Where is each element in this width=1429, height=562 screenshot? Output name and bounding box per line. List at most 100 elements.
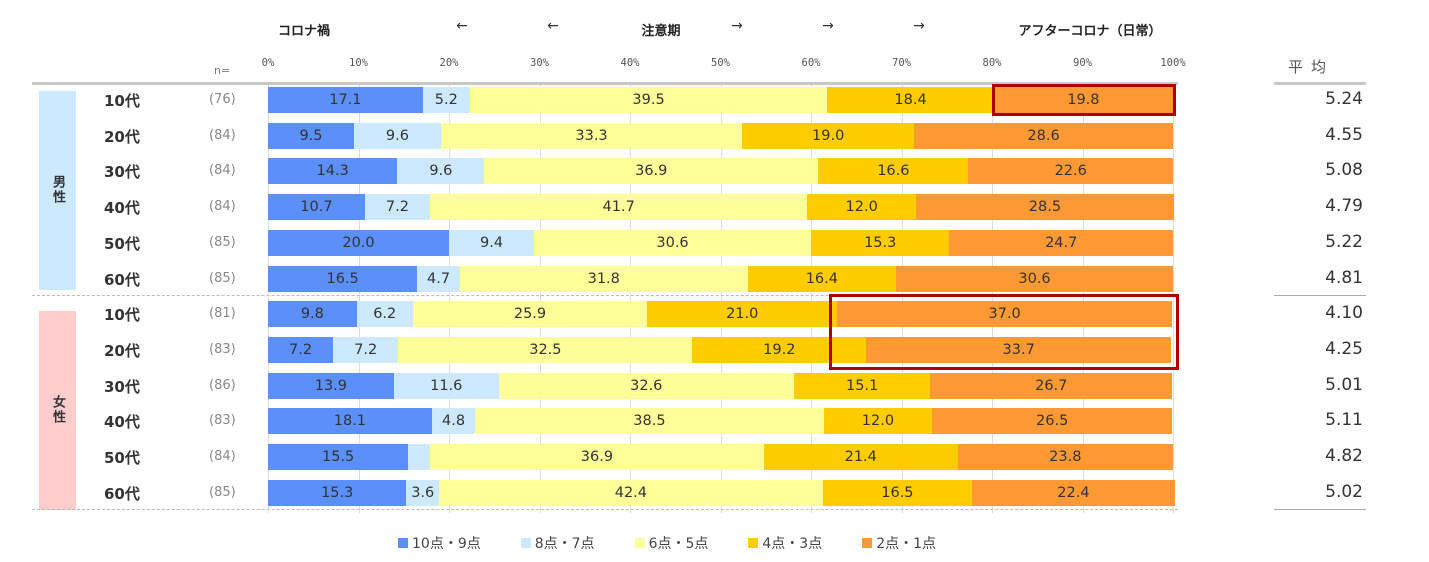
bar-segment: 9.6 <box>397 158 485 185</box>
legend-swatch <box>862 538 873 548</box>
legend-item: 10点・9点 <box>398 533 481 553</box>
data-label: 12.0 <box>845 199 878 216</box>
sample-size: (84) <box>209 449 236 464</box>
bar-segment: 19.0 <box>742 122 915 149</box>
data-label: 9.5 <box>299 127 323 144</box>
average-value: 5.24 <box>1325 89 1363 109</box>
phase-arrow: ← <box>456 18 468 34</box>
bar-segment: 18.1 <box>268 408 432 435</box>
data-label: 4.8 <box>441 413 466 430</box>
bar-segment: 6.2 <box>356 301 413 328</box>
data-label: 12.0 <box>861 413 895 430</box>
age-label: 10代 <box>104 306 140 325</box>
bar-segment: 36.9 <box>484 158 819 185</box>
bar-segment: 7.2 <box>268 336 334 363</box>
data-label: 19.0 <box>812 127 845 144</box>
data-label: 22.6 <box>1054 163 1087 180</box>
sample-size: (83) <box>209 413 236 429</box>
x-tick-label: 70% <box>892 57 911 69</box>
average-header-rule <box>1274 82 1366 85</box>
data-label: 26.5 <box>1036 413 1069 430</box>
bar-segment: 26.5 <box>932 408 1173 435</box>
legend-swatch <box>520 538 531 548</box>
data-label: 42.4 <box>614 484 648 501</box>
bar-segment: 30.6 <box>896 265 1173 292</box>
data-label: 37.0 <box>988 306 1021 323</box>
age-label: 20代 <box>104 341 140 360</box>
gridline <box>1173 85 1174 513</box>
x-tick-label: 10% <box>349 57 368 69</box>
sample-size: (84) <box>209 163 236 179</box>
data-label: 15.5 <box>321 449 355 465</box>
age-label: 30代 <box>104 377 140 396</box>
data-label: 16.5 <box>326 270 359 287</box>
bar-segment: 7.2 <box>364 194 430 221</box>
x-tick-label: 20% <box>439 57 459 69</box>
bar-segment: 38.5 <box>475 408 824 435</box>
bar-segment: 17.1 <box>268 87 423 113</box>
bar-segment: 36.9 <box>429 444 764 470</box>
phase-arrow: ← <box>547 18 559 34</box>
age-label: 30代 <box>104 163 140 182</box>
bar-segment: 13.9 <box>268 372 394 399</box>
bar-segment: 37.0 <box>837 301 1173 328</box>
data-label: 7.2 <box>354 341 378 358</box>
bar-segment: 11.6 <box>393 372 499 399</box>
data-label: 19.2 <box>763 341 796 358</box>
average-value: 5.01 <box>1325 374 1363 395</box>
bar-segment: 24.7 <box>949 229 1173 256</box>
gender-text: 女性 <box>50 395 65 426</box>
legend-swatch <box>634 538 645 548</box>
bar-segment: 42.4 <box>439 479 823 506</box>
data-label: 36.9 <box>635 163 668 180</box>
average-value: 5.08 <box>1325 160 1363 181</box>
data-label: 30.6 <box>1018 270 1051 287</box>
average-value: 5.22 <box>1325 231 1363 252</box>
legend-swatch <box>398 538 408 548</box>
bar-segment: 32.6 <box>498 372 794 399</box>
average-value: 5.02 <box>1325 481 1363 502</box>
data-label: 28.5 <box>1028 199 1062 216</box>
bar-segment: 33.3 <box>440 122 743 149</box>
gridline <box>720 85 722 513</box>
legend-item: 4点・3点 <box>748 533 822 553</box>
legend-swatch <box>748 538 759 548</box>
average-value: 4.81 <box>1325 267 1363 288</box>
sample-size: (84) <box>209 127 236 143</box>
bar-segment: 26.7 <box>930 372 1173 399</box>
phase-label: アフターコロナ（日常） <box>1018 24 1162 39</box>
phase-label: 注意期 <box>641 24 681 39</box>
x-tick-label: 0% <box>261 57 275 69</box>
data-label: 28.6 <box>1027 127 1060 144</box>
data-label: 5.2 <box>434 92 458 108</box>
bar-segment: 9.6 <box>353 122 441 149</box>
sample-size: (76) <box>209 92 236 107</box>
data-label: 19.8 <box>1067 92 1100 108</box>
bar-segment: 20.0 <box>268 229 449 256</box>
phase-arrow: → <box>731 18 743 34</box>
bar-segment: 5.2 <box>422 87 470 113</box>
age-label: 60代 <box>104 484 140 503</box>
phase-arrow: → <box>913 18 925 34</box>
legend-label: 6点・5点 <box>648 536 709 552</box>
bar-segment: 15.3 <box>811 229 950 256</box>
bar-segment: 18.4 <box>827 87 994 113</box>
data-label: 9.8 <box>300 306 324 323</box>
data-label: 30.6 <box>656 234 689 251</box>
data-label: 20.0 <box>342 234 375 251</box>
bar-segment: 33.7 <box>866 336 1172 363</box>
age-label: 10代 <box>104 92 140 110</box>
gridline <box>268 85 269 513</box>
phase-label: コロナ禍 <box>277 24 331 39</box>
legend-item: 8点・7点 <box>520 533 595 553</box>
data-label: 31.8 <box>587 270 620 287</box>
gridline <box>539 85 541 513</box>
x-tick-label: 40% <box>620 57 640 69</box>
data-label: 41.7 <box>602 199 635 216</box>
highlight-box <box>829 294 1179 370</box>
bar-segment: 4.8 <box>431 408 476 435</box>
bar-segment: 19.2 <box>692 336 867 363</box>
bar-segment: 12.0 <box>807 194 916 221</box>
data-label: 17.1 <box>329 92 362 108</box>
data-label: 15.3 <box>864 234 897 251</box>
